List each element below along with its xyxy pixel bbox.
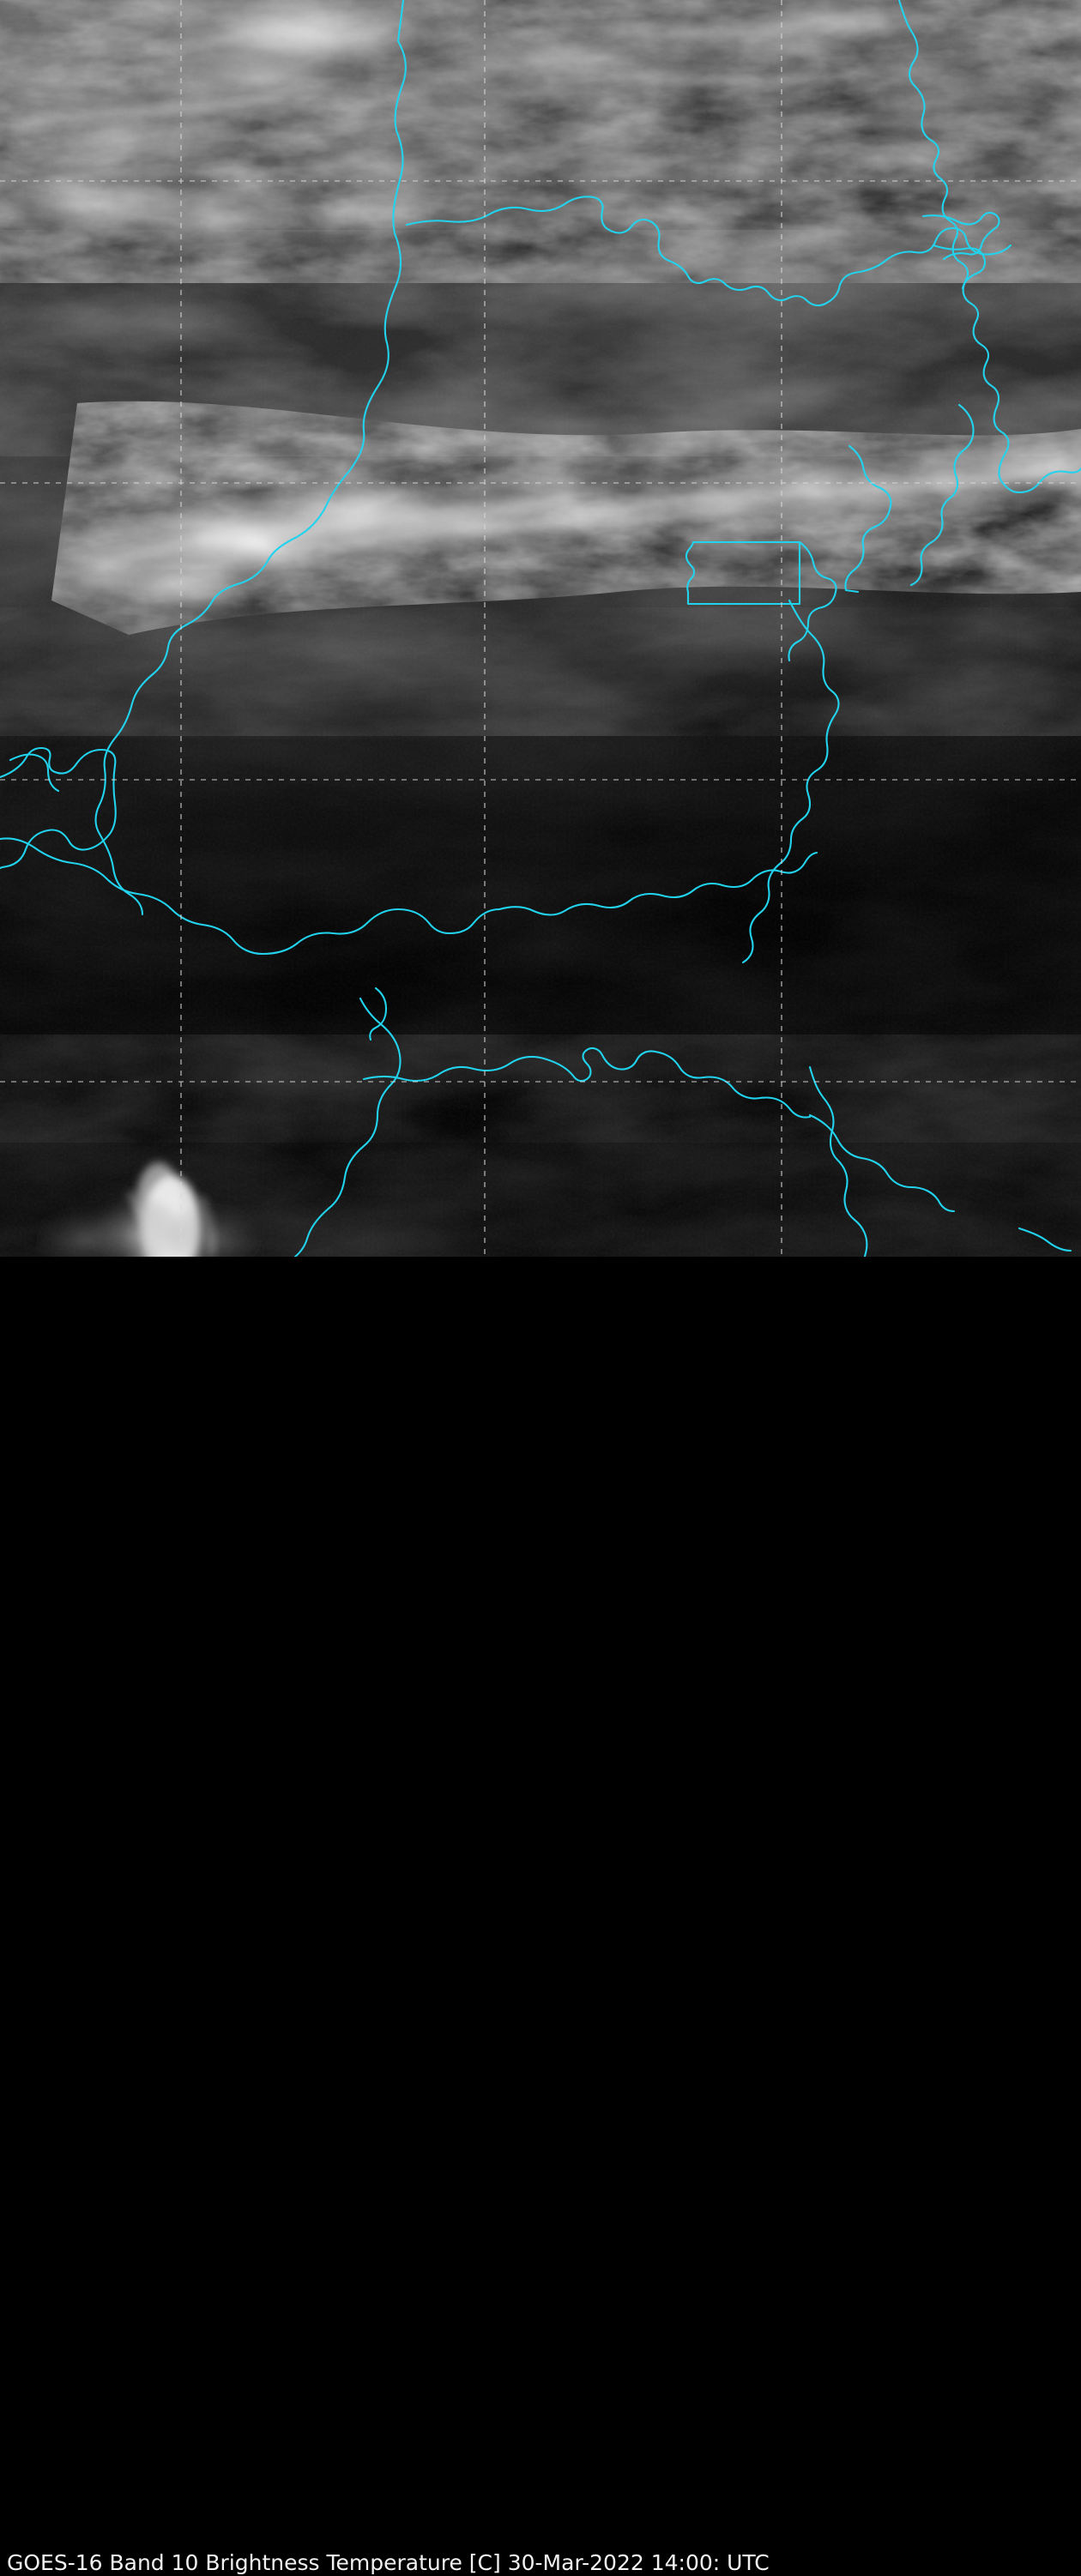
border-line-southwest xyxy=(0,837,501,956)
coast-line-southeast xyxy=(498,851,818,916)
river-line-northeast xyxy=(897,0,1081,494)
border-line-north-east xyxy=(405,196,1012,307)
border-notch-east-1 xyxy=(921,211,1000,261)
geography-overlay xyxy=(0,0,1081,1257)
coast-fragment-west xyxy=(9,753,60,793)
state-outline-irregular-east2 xyxy=(844,444,892,594)
coast-line-bottom-right xyxy=(808,1113,956,1213)
border-line-south-east-branch xyxy=(362,1047,812,1119)
border-line-east-upper xyxy=(909,403,975,587)
border-line-west xyxy=(94,0,407,916)
state-outline-rectangle xyxy=(685,540,801,606)
coast-line-bottom-right-2 xyxy=(1018,1227,1072,1252)
border-notch-east-2 xyxy=(932,244,987,290)
lat-lon-grid xyxy=(0,0,1081,1257)
satellite-image[interactable] xyxy=(0,0,1081,1257)
border-line-south-central xyxy=(293,997,402,1257)
coast-inlet-detail xyxy=(369,986,388,1041)
state-outline-irregular-east xyxy=(788,540,837,662)
border-line-northwest-loop xyxy=(0,746,117,870)
border-line-east xyxy=(741,599,840,964)
image-caption: GOES-16 Band 10 Brightness Temperature [… xyxy=(7,2550,770,2575)
caption-bar: GOES-16 Band 10 Brightness Temperature [… xyxy=(0,1257,1081,2575)
brightness-temperature-raster xyxy=(0,0,1081,1257)
border-line-east-south xyxy=(808,1065,868,1257)
